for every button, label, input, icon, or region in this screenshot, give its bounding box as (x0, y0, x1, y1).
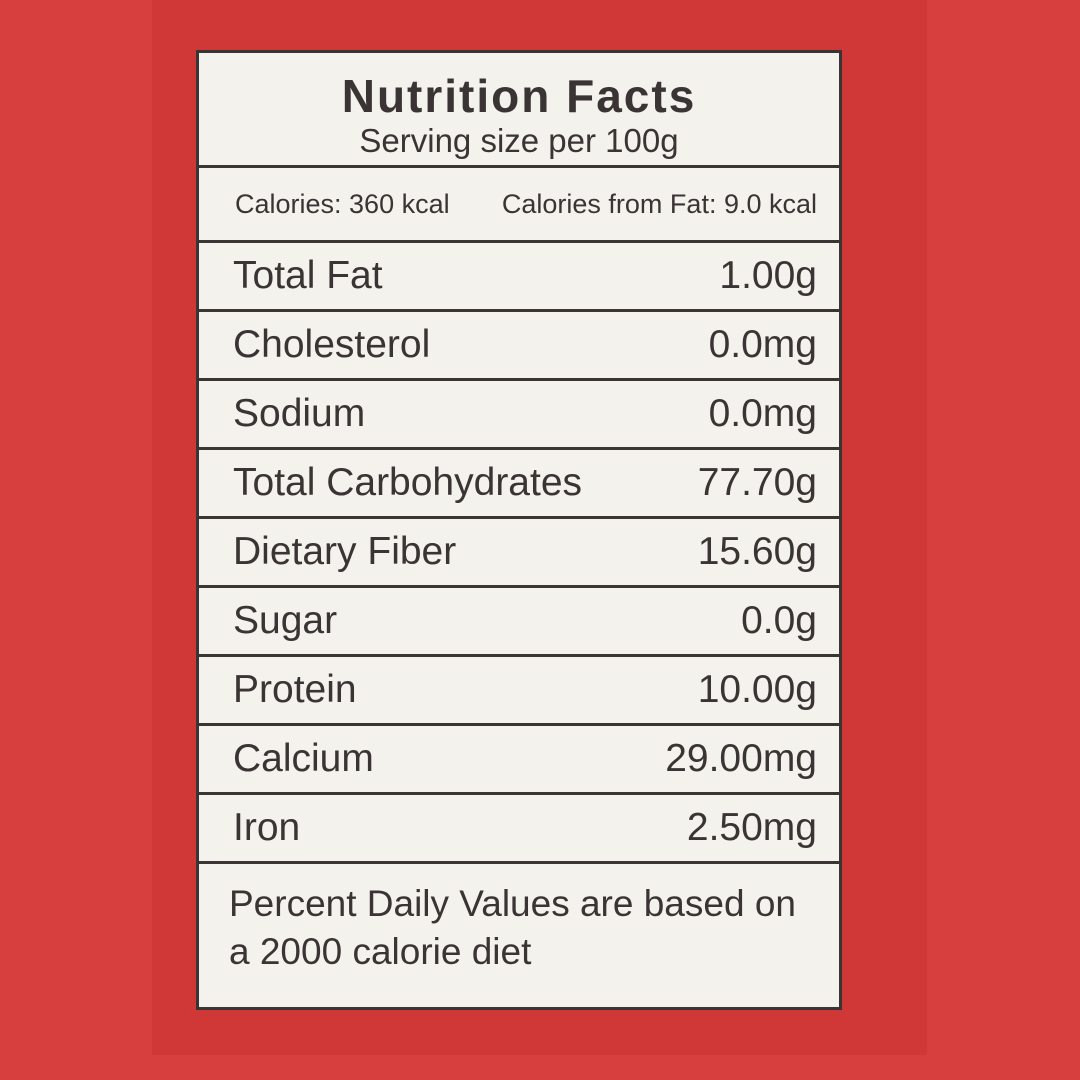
nutrient-name: Protein (233, 668, 357, 711)
nutrient-name: Sugar (233, 599, 338, 642)
nutrient-amount: 10.00g (697, 668, 817, 711)
nutrient-row: Iron 2.50mg (199, 795, 839, 864)
calories-from-fat: Calories from Fat: 9.0 kcal (501, 188, 817, 219)
nutrient-row: Calcium 29.00mg (199, 726, 839, 795)
label-title: Nutrition Facts (341, 70, 697, 122)
nutrient-amount: 0.0mg (708, 392, 817, 435)
nutrient-row: Total Fat 1.00g (199, 243, 839, 312)
nutrient-row: Sodium 0.0mg (199, 381, 839, 450)
nutrient-name: Sodium (233, 392, 366, 435)
nutrient-name: Total Fat (233, 254, 383, 297)
nutrient-amount: 0.0g (741, 599, 817, 642)
nutrient-row: Protein 10.00g (199, 657, 839, 726)
nutrient-row: Dietary Fiber 15.60g (199, 519, 839, 588)
calories: Calories: 360 kcal (235, 188, 450, 219)
footnote: Percent Daily Values are based on a 2000… (229, 883, 796, 972)
calories-row: Calories: 360 kcal Calories from Fat: 9.… (199, 168, 839, 243)
nutrient-amount: 77.70g (697, 461, 817, 504)
nutrient-row: Sugar 0.0g (199, 588, 839, 657)
nutrient-name: Dietary Fiber (233, 530, 457, 573)
nutrient-name: Iron (233, 806, 301, 849)
nutrient-name: Calcium (233, 737, 374, 780)
nutrient-amount: 15.60g (697, 530, 817, 573)
nutrient-amount: 2.50mg (686, 806, 817, 849)
nutrient-amount: 0.0mg (708, 323, 817, 366)
nutrient-row: Cholesterol 0.0mg (199, 312, 839, 381)
serving-size: Serving size per 100g (359, 122, 679, 159)
nutrient-rows: Total Fat 1.00g Cholesterol 0.0mg Sodium 0.0m… (199, 243, 839, 864)
nutrient-name: Total Carbohydrates (233, 461, 583, 504)
nutrient-name: Cholesterol (233, 323, 431, 366)
nutrient-row: Total Carbohydrates 77.70g (199, 450, 839, 519)
label-header: Nutrition Facts Serving size per 100g (199, 53, 839, 168)
nutrient-amount: 29.00mg (665, 737, 817, 780)
nutrient-amount: 1.00g (719, 254, 817, 297)
nutrition-label: Nutrition Facts Serving size per 100g Ca… (196, 50, 842, 1010)
